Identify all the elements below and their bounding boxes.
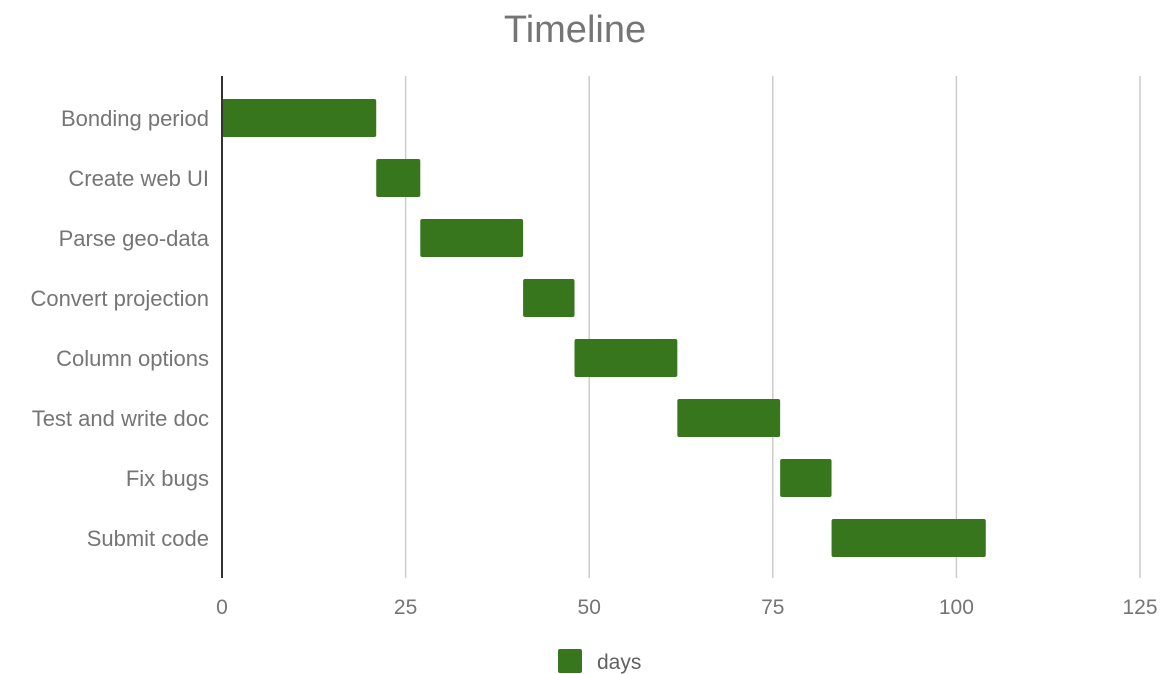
- category-label: Test and write doc: [32, 406, 209, 431]
- bar: [831, 519, 986, 557]
- bars: [222, 99, 986, 557]
- x-tick-label: 50: [578, 596, 601, 619]
- x-tick-label: 25: [394, 596, 417, 619]
- category-label: Fix bugs: [126, 466, 209, 491]
- chart-title: Timeline: [504, 9, 646, 51]
- bar: [222, 99, 377, 137]
- category-label: Submit code: [87, 526, 209, 551]
- x-tick-labels: 0 25 50 75 100 125: [216, 596, 1157, 619]
- category-label: Column options: [56, 346, 209, 371]
- category-label: Parse geo-data: [59, 226, 210, 251]
- x-tick-label: 75: [761, 596, 784, 619]
- category-labels: Bonding period Create web UI Parse geo-dat…: [30, 106, 209, 551]
- legend-swatch: [558, 649, 582, 673]
- x-tick-label: 0: [216, 596, 228, 619]
- bar: [780, 459, 832, 497]
- bar: [677, 399, 781, 437]
- legend: days: [558, 649, 641, 674]
- x-tick-label: 100: [939, 596, 974, 619]
- legend-label: days: [597, 651, 641, 674]
- bar: [523, 279, 575, 317]
- category-label: Convert projection: [30, 286, 209, 311]
- x-tick-label: 125: [1122, 596, 1157, 619]
- category-label: Bonding period: [61, 106, 209, 131]
- bar: [376, 159, 421, 197]
- bar: [574, 339, 678, 377]
- bar: [420, 219, 524, 257]
- category-label: Create web UI: [68, 166, 209, 191]
- gridlines: [404, 76, 1141, 578]
